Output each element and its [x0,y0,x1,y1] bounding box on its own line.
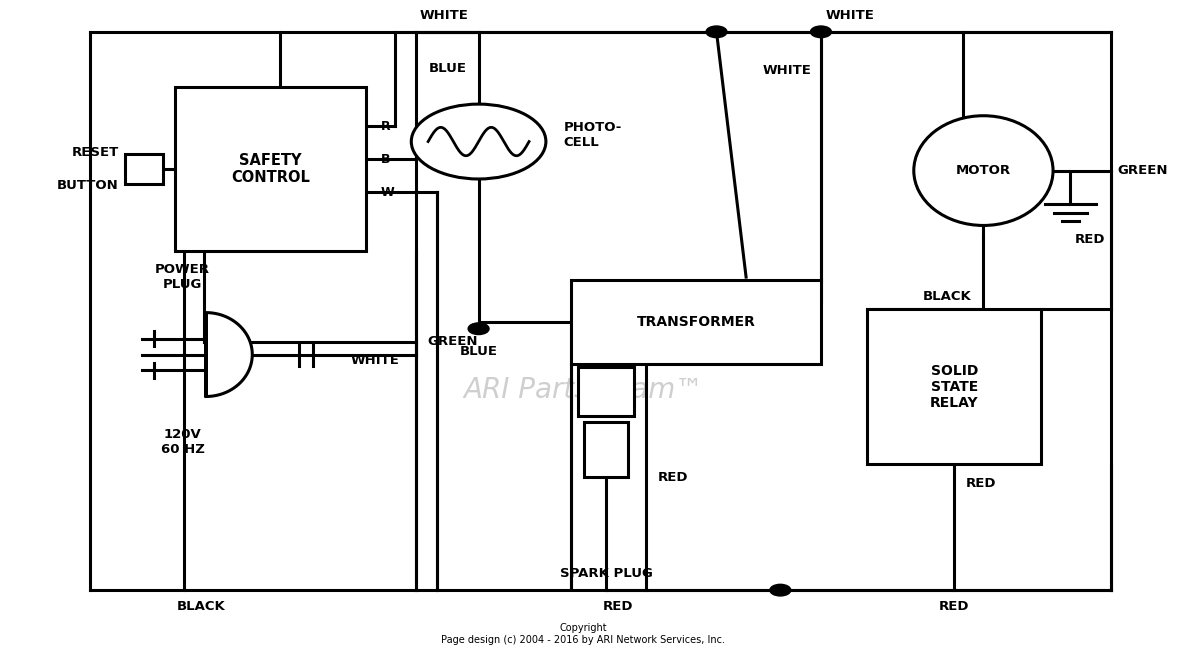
Bar [578,367,634,416]
Text: RED: RED [1075,234,1106,247]
Text: 120V
60 HZ: 120V 60 HZ [160,428,204,456]
Text: POWER
PLUG: POWER PLUG [155,263,210,291]
Circle shape [468,323,489,335]
Text: RED: RED [939,600,970,613]
Text: R: R [381,120,391,133]
Text: Copyright
Page design (c) 2004 - 2016 by ARI Network Services, Inc.: Copyright Page design (c) 2004 - 2016 by… [441,624,725,645]
Text: BLUE: BLUE [459,345,498,358]
Text: W: W [381,186,395,199]
Text: SOLID
STATE
RELAY: SOLID STATE RELAY [930,364,978,410]
Text: BUTTON: BUTTON [57,178,119,191]
Text: SAFETY
CONTROL: SAFETY CONTROL [231,153,309,185]
Text: PHOTO-
CELL: PHOTO- CELL [563,121,622,149]
Bar [125,154,163,184]
Text: B: B [381,152,391,165]
Polygon shape [205,312,253,396]
Bar [584,422,628,477]
Text: ARI PartStream™: ARI PartStream™ [463,376,703,404]
Text: MOTOR: MOTOR [956,164,1011,177]
Circle shape [412,104,546,179]
Bar [571,281,821,364]
Text: GREEN: GREEN [1117,164,1167,177]
Text: TRANSFORMER: TRANSFORMER [637,315,755,329]
Text: RED: RED [966,477,997,490]
Circle shape [811,26,832,38]
Text: SPARK PLUG: SPARK PLUG [559,568,653,581]
Text: RED: RED [658,471,688,484]
Text: BLUE: BLUE [430,62,467,75]
Circle shape [706,26,727,38]
Text: BLACK: BLACK [923,290,972,303]
Circle shape [769,585,791,596]
Ellipse shape [913,116,1053,225]
Bar [867,309,1042,464]
Text: BLACK: BLACK [177,600,225,613]
Text: WHITE: WHITE [350,355,400,368]
Text: WHITE: WHITE [419,9,468,22]
Text: RESET: RESET [72,146,119,159]
Text: WHITE: WHITE [763,64,812,77]
Text: GREEN: GREEN [427,335,478,348]
Bar [175,87,366,251]
Text: RED: RED [603,600,634,613]
Text: WHITE: WHITE [826,9,874,22]
